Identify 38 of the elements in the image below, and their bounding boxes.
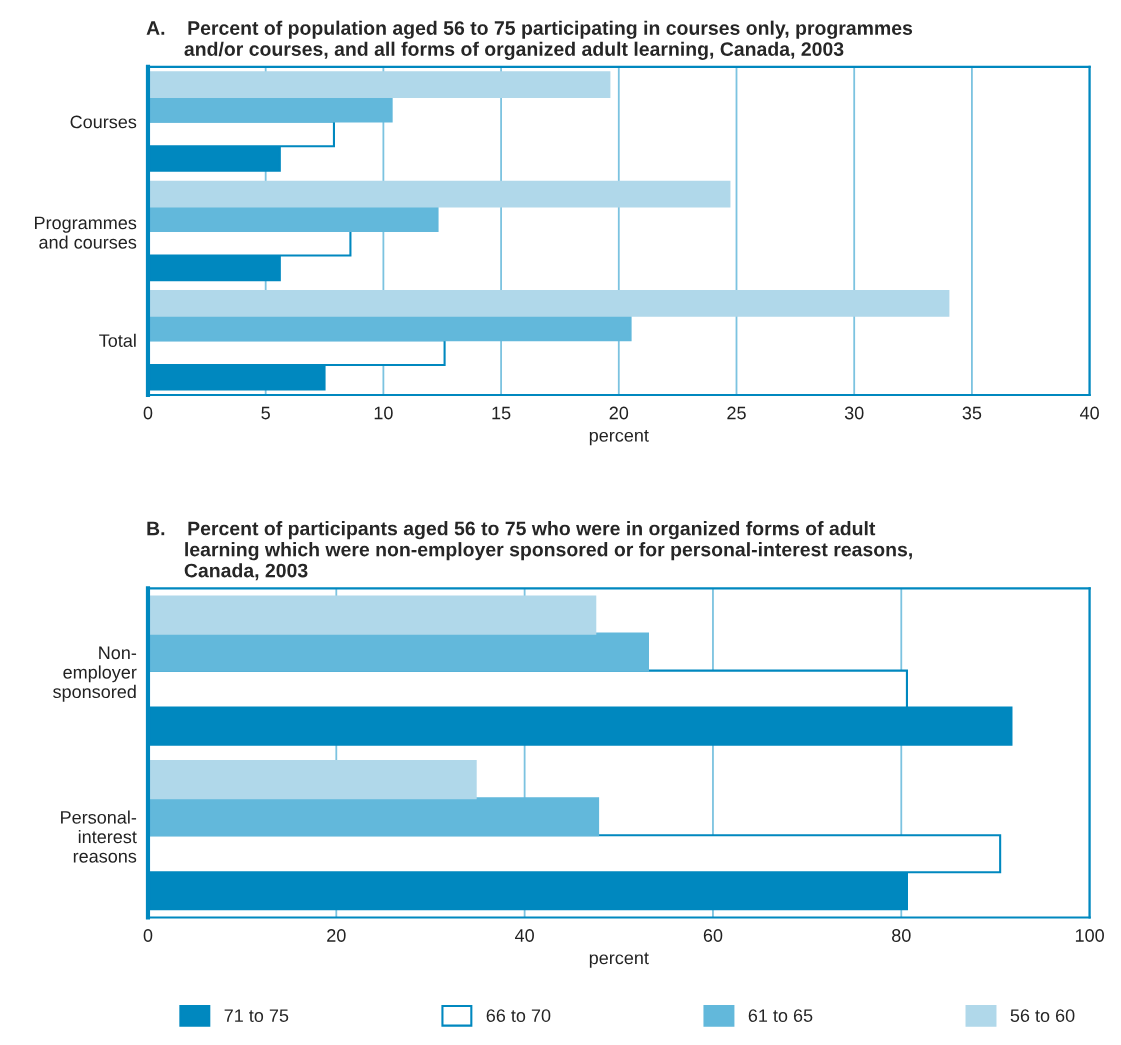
x-tick-label: 80 bbox=[892, 929, 911, 942]
bar bbox=[147, 290, 950, 317]
x-tick-label: 15 bbox=[492, 406, 511, 420]
bar bbox=[147, 797, 600, 837]
x-tick-label: 0 bbox=[143, 406, 153, 420]
legend-label: 61 to 65 bbox=[748, 1009, 813, 1022]
x-tick-label: 20 bbox=[327, 929, 346, 942]
legend-label: 71 to 75 bbox=[224, 1009, 289, 1022]
x-tick-label: 100 bbox=[1075, 929, 1104, 942]
y-tick-label: Programmes and courses bbox=[35, 216, 137, 249]
x-tick-label: 25 bbox=[727, 406, 746, 420]
bar bbox=[147, 205, 439, 232]
bar bbox=[147, 95, 393, 123]
x-tick-label: 20 bbox=[609, 406, 629, 420]
x-tick-label: 40 bbox=[515, 929, 534, 942]
x-tick-label: 40 bbox=[1079, 406, 1099, 420]
chart-title: B. Percent of participants aged 56 to 75 who were in organized forms of adult learning which were non-employer sponsored or for personal-interest reasons, Canada, 2003 bbox=[147, 521, 912, 581]
bar bbox=[147, 314, 632, 342]
y-tick-label: Courses bbox=[70, 115, 137, 129]
bar bbox=[147, 71, 611, 98]
x-tick-label: 0 bbox=[143, 929, 153, 942]
x-tick-label: 60 bbox=[703, 929, 723, 942]
x-axis-title: percent bbox=[589, 952, 649, 968]
x-tick-label: 30 bbox=[844, 406, 864, 420]
bar bbox=[147, 595, 597, 635]
y-tick-label: Personal- interest reasons bbox=[61, 810, 137, 863]
bar bbox=[147, 632, 650, 672]
x-tick-label: 5 bbox=[261, 406, 270, 420]
bar bbox=[147, 180, 731, 208]
y-tick-label: Total bbox=[99, 333, 136, 348]
bar bbox=[147, 760, 477, 800]
legend-label: 56 to 60 bbox=[1010, 1009, 1075, 1022]
y-tick-label: Non- employer sponsored bbox=[53, 646, 137, 702]
legend-label: 66 to 70 bbox=[486, 1009, 551, 1022]
x-tick-label: 35 bbox=[962, 406, 982, 420]
x-tick-label: 10 bbox=[374, 406, 393, 420]
x-axis-title: percent bbox=[589, 429, 649, 446]
chart-title: A. Percent of population aged 56 to 75 participating in courses only, programmes and/or courses, and all forms of organized adult learning, Canada, 2003 bbox=[146, 20, 913, 60]
